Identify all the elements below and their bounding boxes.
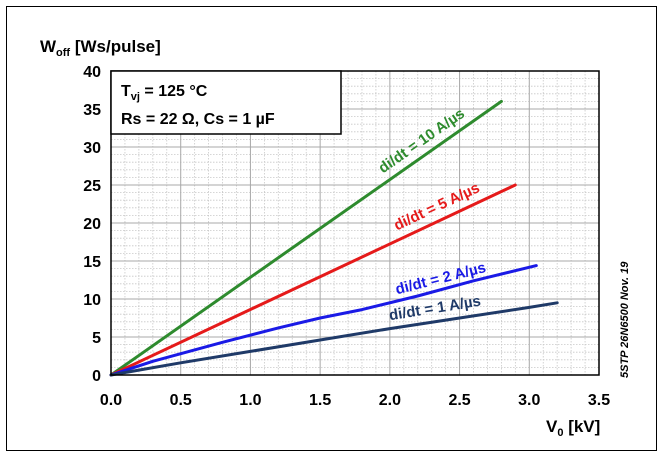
series-line-2 bbox=[109, 183, 517, 377]
x-tick-label: 1.5 bbox=[309, 392, 331, 409]
figure-border bbox=[6, 6, 657, 451]
y-tick-labels: 0 5 10 15 20 25 30 35 40 bbox=[83, 64, 101, 385]
y-tick-label: 20 bbox=[83, 216, 101, 233]
series-line-1 bbox=[109, 99, 503, 377]
x-tick-labels: 0.0 0.5 1.0 1.5 2.0 2.5 3.0 3.5 bbox=[100, 392, 610, 409]
condition-snubber: Rs = 22 Ω, Cs = 1 µF bbox=[121, 111, 275, 128]
x-tick-label: 0.5 bbox=[170, 392, 192, 409]
series-line-4 bbox=[109, 301, 559, 377]
y-tick-label: 5 bbox=[92, 330, 101, 347]
y-axis-label: Woff [Ws/pulse] bbox=[40, 37, 161, 59]
x-tick-label: 3.0 bbox=[518, 392, 540, 409]
y-axis-label-main: W bbox=[40, 37, 57, 56]
x-axis-label: V0 [kV] bbox=[546, 417, 600, 439]
x-tick-label: 1.0 bbox=[239, 392, 261, 409]
y-tick-label: 35 bbox=[83, 102, 101, 119]
y-tick-label: 25 bbox=[83, 178, 101, 195]
x-tick-label: 2.5 bbox=[448, 392, 470, 409]
y-tick-label: 0 bbox=[92, 368, 101, 385]
x-axis-label-sub: 0 bbox=[557, 427, 563, 439]
y-tick-label: 10 bbox=[83, 292, 101, 309]
conditions-box: Tvj = 125 °C Rs = 22 Ω, Cs = 1 µF bbox=[110, 70, 342, 135]
series-line-3 bbox=[109, 264, 538, 377]
x-tick-label: 2.0 bbox=[379, 392, 401, 409]
y-axis-label-rest: [Ws/pulse] bbox=[70, 37, 161, 56]
condition-temperature: Tvj = 125 °C bbox=[121, 83, 208, 103]
y-tick-label: 40 bbox=[83, 64, 101, 81]
document-code: 5STP 26N6500 Nov. 19 bbox=[619, 261, 631, 378]
plot-area-border bbox=[110, 70, 600, 376]
y-axis-label-sub: off bbox=[56, 47, 70, 59]
x-tick-label: 3.5 bbox=[588, 392, 610, 409]
x-axis-label-rest: [kV] bbox=[563, 417, 600, 436]
x-tick-label: 0.0 bbox=[100, 392, 122, 409]
y-tick-label: 30 bbox=[83, 140, 101, 157]
x-axis-label-main: V bbox=[546, 417, 558, 436]
y-tick-label: 15 bbox=[83, 254, 101, 271]
